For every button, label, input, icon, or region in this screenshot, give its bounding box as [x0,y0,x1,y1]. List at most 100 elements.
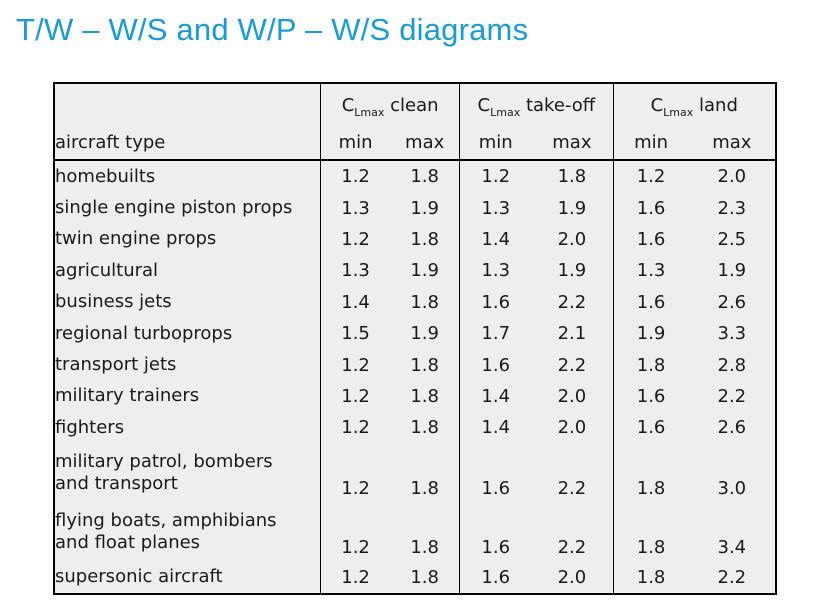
group-symbol: C [341,94,355,116]
aircraft-type-line: supersonic aircraft [55,566,223,588]
table-row: business jets 1.4 1.8 1.6 2.2 1.6 2.6 [55,286,775,318]
group-header-clean: CLmax clean [320,84,460,126]
table-row: fighters 1.2 1.8 1.4 2.0 1.6 2.6 [55,412,775,444]
aircraft-type-cell: fighters [55,412,321,443]
max-value-cell: 1.8 [410,354,439,376]
max-value-cell: 3.0 [717,477,747,499]
aircraft-type-cell: military patrol, bombers and transport [55,444,321,503]
max-value-cell: 2.0 [557,228,587,250]
max-value-cell: 2.2 [557,291,587,313]
aircraft-type-cell: flying boats, amphibians and float planes [55,503,321,562]
table-row: homebuilts 1.2 1.8 1.2 1.8 1.2 2.0 [55,160,775,193]
group-label: clean [390,94,439,116]
max-value-cell: 1.9 [410,197,439,219]
aircraft-type-line: transport jets [55,354,177,376]
max-value-cell: 2.2 [717,385,747,407]
min-value-cell: 1.8 [612,443,689,503]
group-header-takeoff: CLmax take-off [459,84,613,126]
min-value-cell: 1.4 [459,412,532,444]
table-row: military trainers 1.2 1.8 1.4 2.0 1.6 2.2 [55,380,775,413]
aircraft-type-line: regional turboprops [55,322,233,344]
max-value-cell: 2.8 [717,354,747,376]
min-value-cell: 1.6 [459,443,532,503]
clmax-table: CLmax clean CLmax take-off CLmax land ai… [53,82,777,595]
max-value-cell: 1.8 [410,477,439,499]
table-row: military patrol, bombers and transport 1.2… [55,443,775,503]
min-value-cell: 1.9 [612,317,689,350]
max-value-cell: 3.3 [717,323,747,345]
group-header-land: CLmax land [612,84,775,126]
group-label: land [699,94,738,116]
table-row: regional turboprops 1.5 1.9 1.7 2.1 1.9 3.3 [55,317,775,350]
min-header: min [612,126,689,161]
min-value-cell: 1.6 [612,192,689,224]
min-value-cell: 1.2 [320,160,391,193]
max-value-cell: 1.8 [410,385,439,407]
group-symbol: C [650,94,664,116]
table-row: transport jets 1.2 1.8 1.6 2.2 1.8 2.8 [55,349,775,381]
min-value-cell: 1.7 [459,317,532,350]
max-value-cell: 2.2 [717,566,747,588]
group-header-row: CLmax clean CLmax take-off CLmax land [55,84,775,126]
max-value-cell: 2.6 [717,291,747,313]
aircraft-type-line: business jets [55,291,172,313]
min-value-cell: 1.3 [459,192,532,224]
aircraft-type-cell: military trainers [55,381,321,412]
group-label: take-off [525,94,596,116]
max-value-cell: 2.3 [717,197,747,219]
min-value-cell: 1.3 [612,255,689,287]
aircraft-type-line: military patrol, bombers [55,451,273,473]
aircraft-type-cell: single engine piston props [55,192,321,223]
table-row: single engine piston props 1.3 1.9 1.3 1.9 1.… [55,192,775,224]
group-symbol: C [477,94,491,116]
max-value-cell: 1.8 [410,566,439,588]
min-value-cell: 1.6 [459,561,532,593]
aircraft-type-line: military trainers [55,385,200,407]
max-header: max [390,126,460,161]
aircraft-type-cell: twin engine props [55,224,321,255]
min-value-cell: 1.5 [320,317,391,350]
min-value-cell: 1.8 [612,349,689,381]
max-header: max [531,126,613,161]
max-header: max [688,126,775,161]
min-value-cell: 1.6 [612,223,689,256]
table-row: flying boats, amphibians and float planes… [55,502,775,562]
max-value-cell: 2.0 [717,166,747,188]
max-value-cell: 1.8 [410,291,439,313]
max-value-cell: 1.9 [557,197,587,219]
min-value-cell: 1.6 [612,286,689,318]
max-value-cell: 1.9 [410,323,439,345]
min-value-cell: 1.6 [459,286,532,318]
aircraft-type-cell: regional turboprops [55,318,321,349]
max-value-cell: 1.8 [410,536,439,558]
max-value-cell: 2.0 [557,417,587,439]
max-value-cell: 2.2 [557,477,587,499]
aircraft-type-cell: transport jets [55,349,321,380]
column-header-row: aircraft type min max min max min max [55,126,775,161]
min-value-cell: 1.2 [320,502,391,562]
aircraft-type-line: flying boats, amphibians [55,510,277,532]
min-value-cell: 1.6 [459,502,532,562]
min-value-cell: 1.4 [459,380,532,413]
max-value-cell: 1.9 [557,260,587,282]
max-value-cell: 1.9 [410,260,439,282]
max-value-cell: 1.8 [557,166,587,188]
aircraft-type-cell: agricultural [55,255,321,286]
min-value-cell: 1.6 [612,412,689,444]
group-subscript: Lmax [490,105,521,119]
max-value-cell: 1.8 [410,166,439,188]
aircraft-type-line: twin engine props [55,228,217,250]
aircraft-type-line: and transport [55,473,178,495]
table-row: agricultural 1.3 1.9 1.3 1.9 1.3 1.9 [55,255,775,287]
aircraft-type-cell: business jets [55,287,321,318]
blank-header-cell [55,84,321,126]
min-value-cell: 1.6 [612,380,689,413]
min-value-cell: 1.6 [459,349,532,381]
aircraft-type-line: homebuilts [55,165,156,187]
max-value-cell: 2.2 [557,354,587,376]
max-value-cell: 2.6 [717,417,747,439]
max-value-cell: 2.0 [557,566,587,588]
max-value-cell: 2.0 [557,385,587,407]
min-value-cell: 1.2 [320,349,391,381]
max-value-cell: 3.4 [717,536,747,558]
